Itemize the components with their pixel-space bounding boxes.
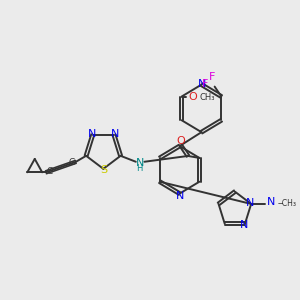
Text: N: N — [240, 220, 248, 230]
Text: N: N — [246, 198, 254, 208]
Text: CH₃: CH₃ — [200, 93, 215, 102]
Text: C: C — [47, 167, 53, 176]
Text: O: O — [189, 92, 197, 101]
Text: N: N — [176, 190, 184, 201]
Text: F: F — [202, 79, 208, 88]
Text: N: N — [88, 129, 96, 139]
Text: O: O — [176, 136, 185, 146]
Text: C: C — [69, 158, 75, 167]
Text: N: N — [135, 158, 144, 168]
Text: N: N — [111, 129, 119, 139]
Text: ‒CH₃: ‒CH₃ — [278, 200, 297, 208]
Text: N: N — [198, 79, 207, 88]
Text: N: N — [267, 197, 275, 207]
Text: H: H — [136, 164, 143, 173]
Text: F: F — [208, 72, 215, 82]
Text: S: S — [100, 165, 107, 175]
